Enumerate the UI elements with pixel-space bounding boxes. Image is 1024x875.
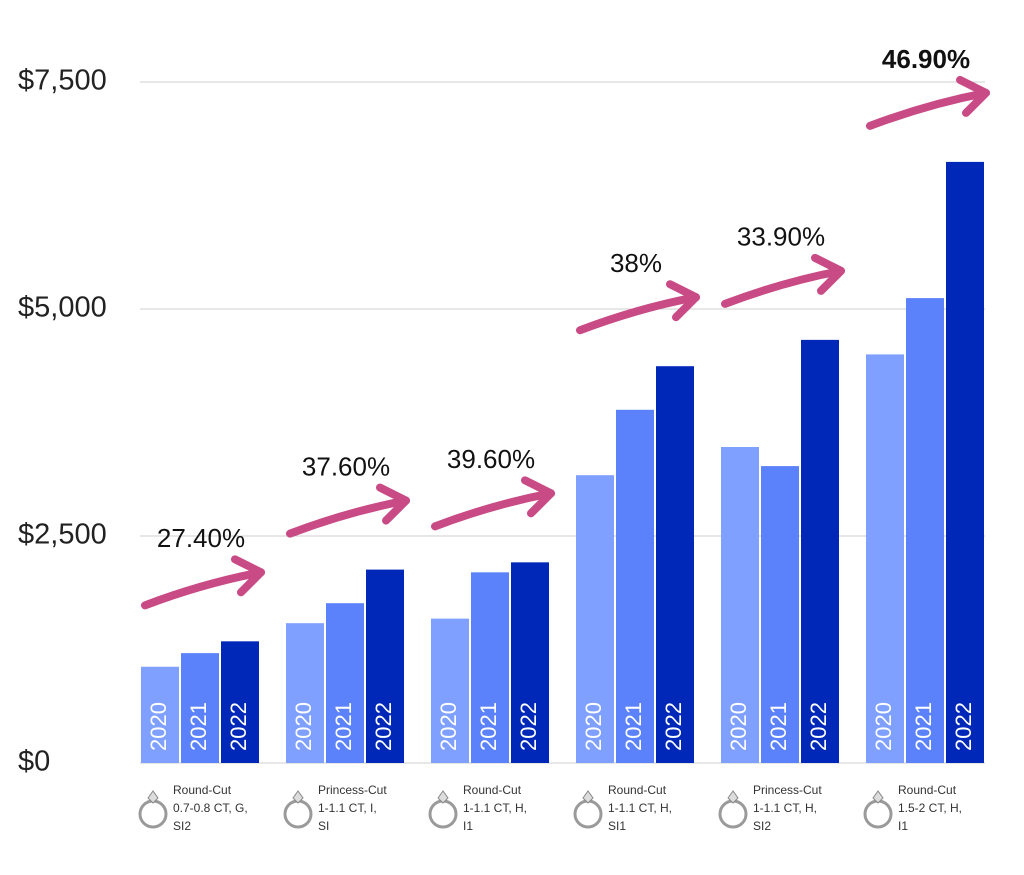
- category-label: 1-1.1 CT, H,: [463, 801, 527, 815]
- ring-stone: [147, 790, 159, 804]
- series-label: 2021: [331, 702, 356, 751]
- category-label: 1-1.1 CT, H,: [608, 801, 672, 815]
- series-label: 2020: [436, 702, 461, 751]
- annotation-arrow: [141, 568, 265, 610]
- annotation-arrowhead: [521, 476, 555, 518]
- annotation: 37.60%: [302, 451, 390, 481]
- category-label: SI2: [173, 819, 191, 833]
- y-tick-label: $5,000: [18, 292, 107, 324]
- ring-icon: [573, 799, 603, 829]
- category-label: Round-Cut: [608, 783, 667, 797]
- bar: [906, 298, 944, 763]
- annotation-arrow: [576, 293, 700, 335]
- bar: [326, 603, 364, 763]
- series-label: 2022: [226, 702, 251, 751]
- category-label: Round-Cut: [898, 783, 957, 797]
- category-label: Round-Cut: [463, 783, 522, 797]
- series-label: 2022: [951, 702, 976, 751]
- bar: [181, 653, 219, 763]
- annotation-arrow: [866, 88, 990, 130]
- category-label: 1.5-2 CT, H,: [898, 801, 962, 815]
- bar: [141, 666, 179, 763]
- bar: [801, 339, 839, 763]
- annotation-arrowhead: [811, 253, 845, 295]
- series-label: 2020: [291, 702, 316, 751]
- annotation-arrowhead: [956, 75, 990, 117]
- series-label: 2022: [806, 702, 831, 751]
- category-label: SI2: [753, 819, 771, 833]
- bar: [471, 572, 509, 763]
- annotation: 46.90%: [882, 44, 970, 74]
- category-label: I1: [463, 819, 473, 833]
- series-label: 2021: [766, 702, 791, 751]
- series-label: 2022: [661, 702, 686, 751]
- bar: [286, 623, 324, 763]
- ring-icon: [283, 799, 313, 829]
- series-label: 2020: [146, 702, 171, 751]
- bar: [366, 569, 404, 763]
- ring-stone: [292, 790, 304, 804]
- annotation-arrow: [431, 489, 555, 531]
- annotation-arrowhead: [231, 555, 265, 597]
- series-label: 2020: [581, 702, 606, 751]
- y-tick-label: $2,500: [18, 519, 107, 551]
- category-label: SI: [318, 819, 329, 833]
- series-label: 2021: [911, 702, 936, 751]
- annotation: 27.40%: [157, 523, 245, 553]
- bar: [656, 366, 694, 763]
- series-label: 2022: [371, 702, 396, 751]
- bar: [721, 447, 759, 763]
- ring-icon: [428, 799, 458, 829]
- category-label: Round-Cut: [173, 783, 232, 797]
- ring-icon: [863, 799, 893, 829]
- ring-stone: [872, 790, 884, 804]
- bar: [761, 466, 799, 763]
- annotation-arrow: [721, 266, 845, 308]
- bar: [221, 641, 259, 763]
- ring-stone: [437, 790, 449, 804]
- bar: [616, 409, 654, 763]
- series-label: 2021: [476, 702, 501, 751]
- series-label: 2020: [726, 702, 751, 751]
- category-label: Princess-Cut: [753, 783, 822, 797]
- annotation-arrow: [286, 496, 410, 538]
- ring-stone: [582, 790, 594, 804]
- series-label: 2020: [871, 702, 896, 751]
- category-label: I1: [898, 819, 908, 833]
- category-label: 0.7-0.8 CT, G,: [173, 801, 248, 815]
- bar: [511, 562, 549, 763]
- ring-icon: [138, 799, 168, 829]
- ring-stone: [727, 790, 739, 804]
- bar: [946, 161, 984, 764]
- series-label: 2021: [186, 702, 211, 751]
- series-label: 2022: [516, 702, 541, 751]
- bar: [431, 618, 469, 763]
- annotation: 39.60%: [447, 444, 535, 474]
- annotation-arrowhead: [376, 483, 410, 525]
- annotation: 33.90%: [737, 222, 825, 252]
- y-tick-label: $7,500: [18, 65, 107, 97]
- category-label: 1-1.1 CT, H,: [753, 801, 817, 815]
- category-label: 1-1.1 CT, I,: [318, 801, 377, 815]
- annotation-arrowhead: [666, 280, 700, 322]
- category-label: Princess-Cut: [318, 783, 387, 797]
- series-label: 2021: [621, 702, 646, 751]
- bar: [576, 475, 614, 763]
- annotation: 38%: [610, 248, 662, 278]
- bar: [866, 354, 904, 763]
- ring-icon: [718, 799, 748, 829]
- category-label: SI1: [608, 819, 626, 833]
- y-tick-label: $0: [18, 746, 50, 778]
